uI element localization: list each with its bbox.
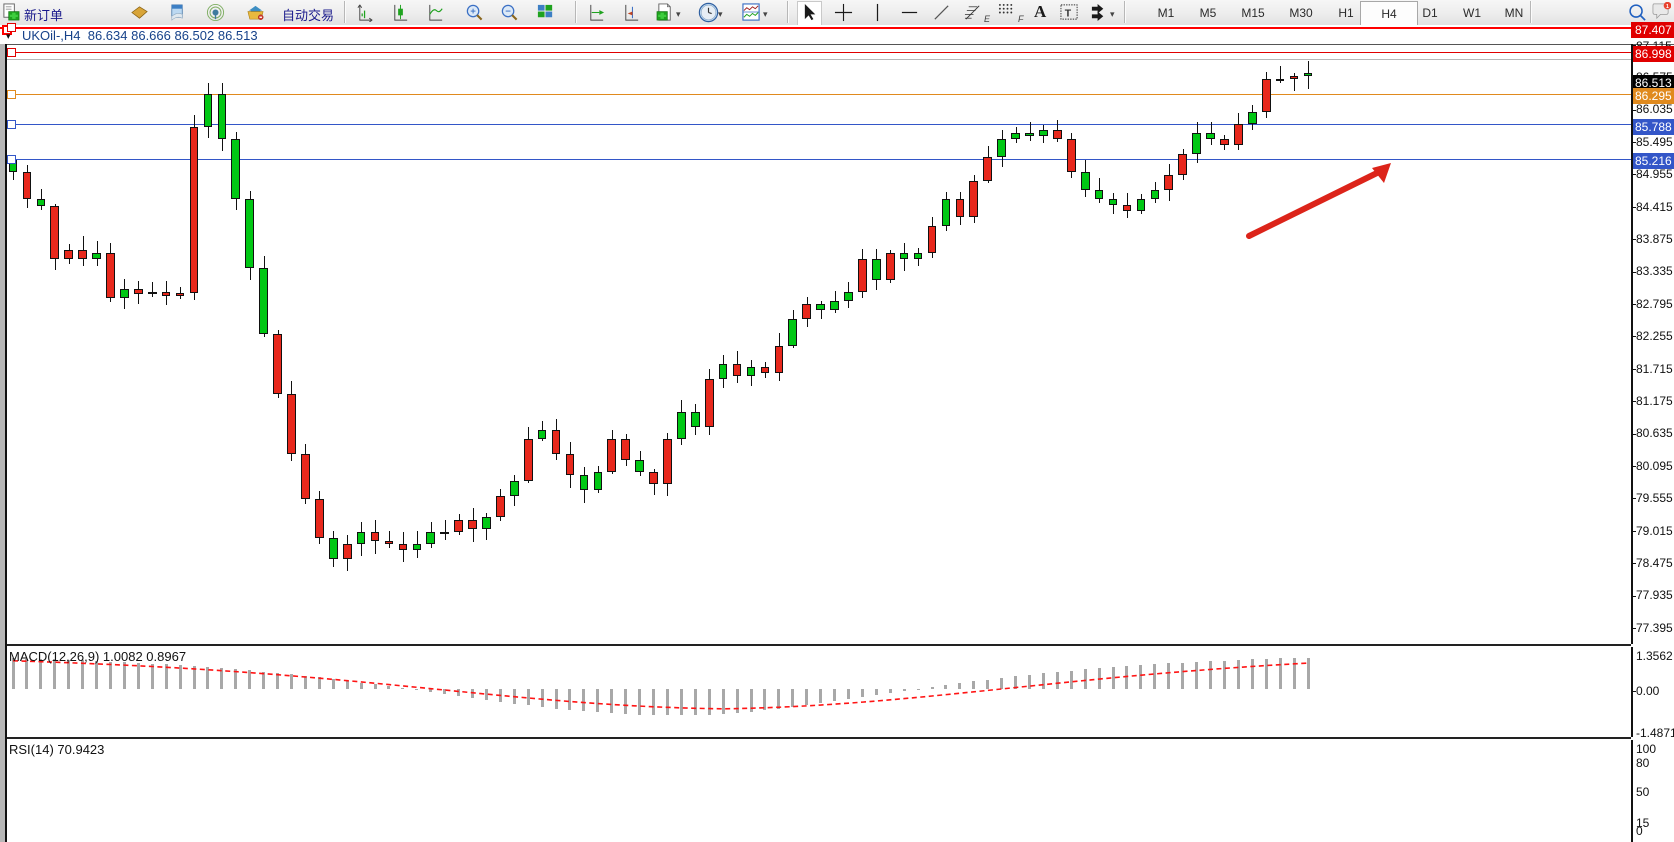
svg-text:T: T [1065, 8, 1072, 19]
svg-text:1: 1 [1666, 4, 1669, 10]
